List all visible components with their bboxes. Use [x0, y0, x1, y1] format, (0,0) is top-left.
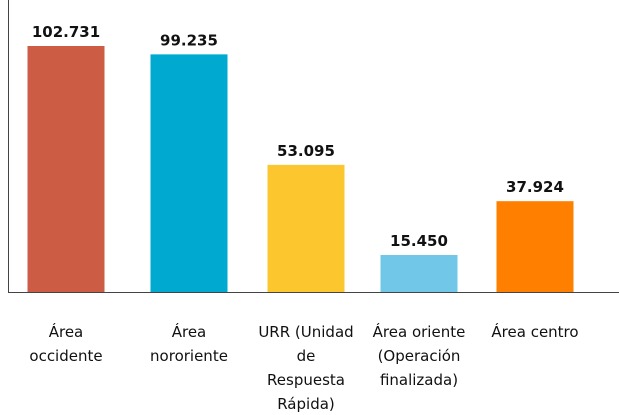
x-tick-label: Área oriente (Operación finalizada) — [372, 323, 466, 389]
value-label: 102.731 — [32, 23, 100, 41]
bar — [27, 46, 105, 292]
value-label: 99.235 — [160, 31, 218, 49]
bar — [267, 164, 345, 292]
x-tick-label: URR (Unidad de Respuesta Rápida) — [258, 323, 354, 413]
x-tick-label: Área nororiente — [150, 323, 228, 365]
value-label: 53.095 — [277, 142, 335, 160]
bar — [496, 201, 574, 292]
bar — [150, 54, 228, 292]
x-tick-label: Área occidente — [29, 323, 103, 365]
x-tick-label: Área centro — [491, 323, 579, 341]
value-label: 15.450 — [390, 232, 448, 250]
bar — [380, 255, 458, 292]
value-label: 37.924 — [506, 178, 564, 196]
